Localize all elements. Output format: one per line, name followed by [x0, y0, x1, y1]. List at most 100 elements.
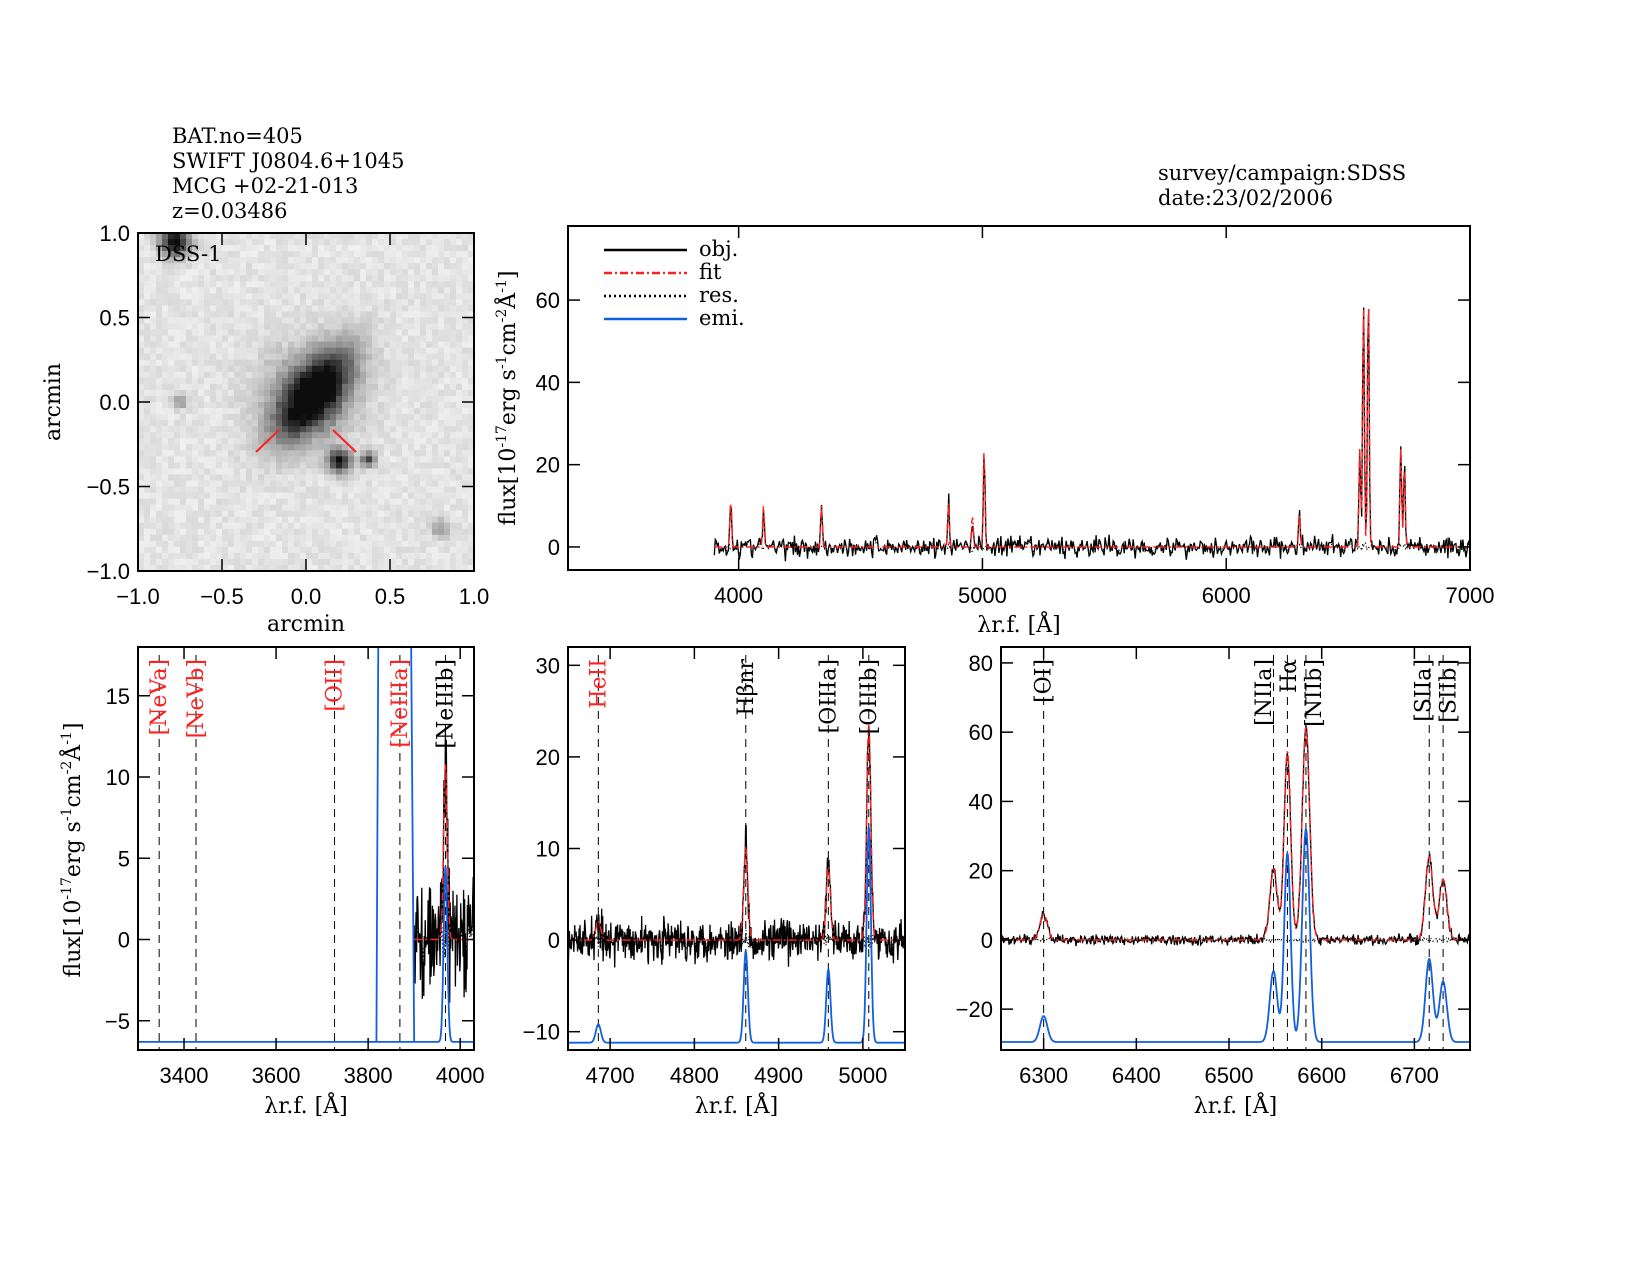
- image-pixel: [426, 444, 433, 451]
- image-pixel: [150, 504, 157, 512]
- image-pixel: [156, 257, 163, 264]
- image-pixel: [138, 420, 145, 427]
- image-pixel: [216, 408, 223, 415]
- image-pixel: [462, 522, 469, 530]
- image-pixel: [426, 492, 433, 500]
- image-pixel: [168, 558, 175, 566]
- image-pixel: [162, 335, 169, 343]
- image-pixel: [372, 444, 379, 451]
- image-pixel: [324, 450, 331, 457]
- image-pixel: [312, 323, 319, 331]
- image-pixel: [324, 245, 331, 252]
- image-pixel: [210, 365, 217, 373]
- image-pixel: [426, 474, 433, 481]
- image-pixel: [270, 245, 277, 252]
- image-pixel: [300, 395, 307, 403]
- image-pixel: [348, 239, 355, 246]
- image-pixel: [312, 389, 319, 397]
- image-pixel: [330, 486, 337, 494]
- image-pixel: [252, 353, 259, 361]
- image-pixel: [144, 323, 151, 331]
- image-pixel: [432, 432, 439, 439]
- image-pixel: [378, 299, 385, 306]
- image-pixel: [144, 438, 151, 445]
- image-pixel: [174, 522, 181, 530]
- image-pixel: [276, 263, 283, 270]
- image-pixel: [204, 438, 211, 445]
- image-pixel: [252, 275, 259, 282]
- image-pixel: [222, 450, 229, 457]
- image-pixel: [360, 263, 367, 270]
- image-pixel: [342, 426, 349, 433]
- image-pixel: [462, 287, 469, 294]
- image-pixel: [222, 317, 229, 325]
- image-pixel: [396, 365, 403, 373]
- image-pixel: [330, 480, 337, 487]
- image-pixel: [336, 323, 343, 331]
- image-pixel: [282, 516, 289, 524]
- image-pixel: [426, 438, 433, 445]
- image-pixel: [192, 281, 199, 288]
- image-pixel: [186, 323, 193, 331]
- image-pixel: [276, 329, 283, 337]
- image-pixel: [366, 305, 373, 312]
- image-pixel: [156, 558, 163, 566]
- image-pixel: [366, 546, 373, 554]
- image-pixel: [348, 480, 355, 487]
- image-pixel: [162, 450, 169, 457]
- image-pixel: [174, 281, 181, 288]
- image-pixel: [240, 498, 247, 506]
- image-pixel: [426, 558, 433, 566]
- image-pixel: [288, 293, 295, 300]
- image-pixel: [156, 329, 163, 337]
- image-pixel: [396, 353, 403, 361]
- image-pixel: [408, 263, 415, 270]
- image-pixel: [366, 365, 373, 373]
- image-pixel: [402, 251, 409, 258]
- image-pixel: [300, 438, 307, 445]
- image-pixel: [450, 558, 457, 566]
- image-pixel: [372, 414, 379, 421]
- y-tick-label: −5: [105, 1009, 130, 1034]
- image-pixel: [138, 480, 145, 487]
- image-pixel: [222, 359, 229, 367]
- image-pixel: [324, 275, 331, 282]
- image-pixel: [396, 329, 403, 337]
- image-pixel: [360, 347, 367, 355]
- image-pixel: [258, 311, 265, 318]
- y-tick-label: 5: [118, 846, 130, 871]
- image-pixel: [408, 239, 415, 246]
- image-pixel: [264, 498, 271, 506]
- image-pixel: [150, 558, 157, 566]
- image-pixel: [246, 287, 253, 294]
- image-pixel: [384, 474, 391, 481]
- image-pixel: [312, 329, 319, 337]
- image-pixel: [462, 510, 469, 518]
- image-pixel: [456, 269, 463, 276]
- image-pixel: [294, 311, 301, 318]
- image-pixel: [258, 305, 265, 312]
- image-pixel: [138, 257, 145, 264]
- image-pixel: [162, 546, 169, 554]
- image-pixel: [138, 402, 145, 409]
- image-pixel: [450, 522, 457, 530]
- image-pixel: [390, 498, 397, 506]
- image-pixel: [468, 414, 475, 421]
- image-pixel: [312, 377, 319, 385]
- image-pixel: [264, 486, 271, 494]
- image-pixel: [264, 492, 271, 500]
- image-pixel: [390, 558, 397, 566]
- image-pixel: [372, 329, 379, 337]
- image-pixel: [174, 287, 181, 294]
- image-pixel: [318, 233, 325, 240]
- image-pixel: [258, 353, 265, 361]
- image-pixel: [444, 233, 451, 240]
- image-pixel: [450, 462, 457, 469]
- image-pixel: [156, 389, 163, 397]
- image-pixel: [396, 426, 403, 433]
- image-pixel: [300, 558, 307, 566]
- image-pixel: [156, 546, 163, 554]
- image-pixel: [378, 468, 385, 475]
- image-pixel: [342, 522, 349, 530]
- image-pixel: [402, 504, 409, 512]
